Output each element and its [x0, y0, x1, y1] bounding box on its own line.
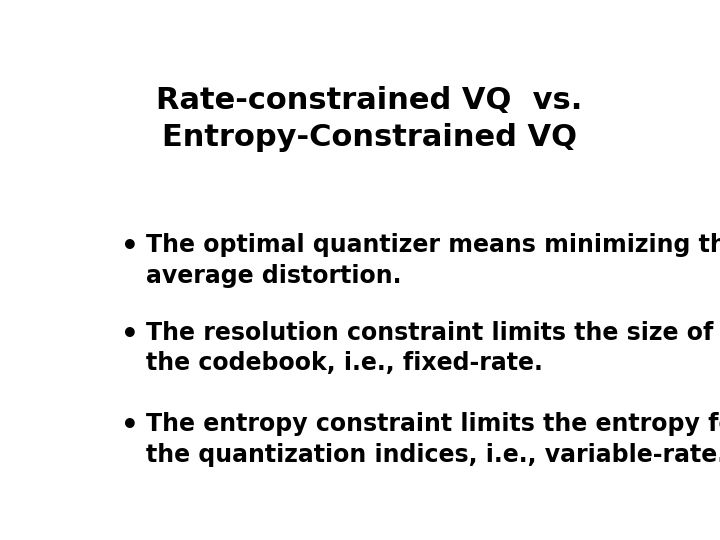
Text: •: • [121, 321, 138, 348]
Text: The optimal quantizer means minimizing the
average distortion.: The optimal quantizer means minimizing t… [145, 233, 720, 288]
Text: •: • [121, 412, 138, 440]
Text: Rate-constrained VQ  vs.
Entropy-Constrained VQ: Rate-constrained VQ vs. Entropy-Constrai… [156, 85, 582, 152]
Text: The resolution constraint limits the size of
the codebook, i.e., fixed-rate.: The resolution constraint limits the siz… [145, 321, 714, 375]
Text: •: • [121, 233, 138, 261]
Text: The entropy constraint limits the entropy for
the quantization indices, i.e., va: The entropy constraint limits the entrop… [145, 412, 720, 467]
